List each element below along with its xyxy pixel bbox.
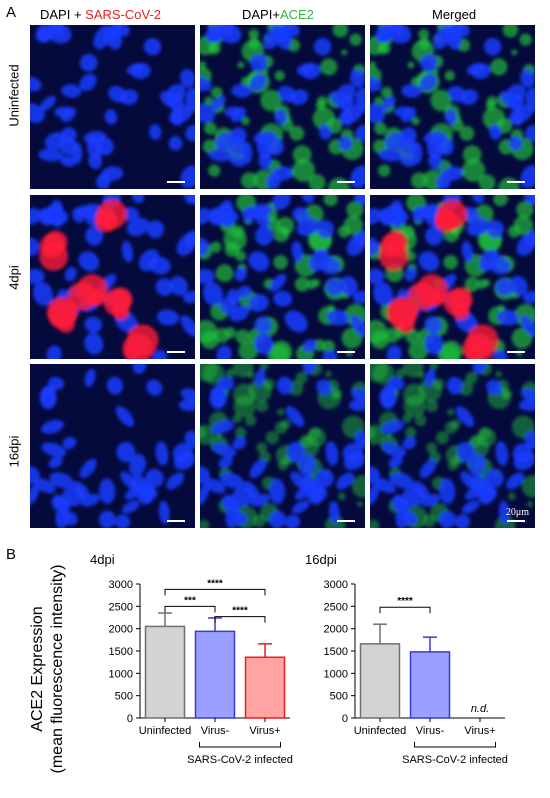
y-tick-label: 3000	[324, 579, 348, 591]
y-tick-label: 0	[342, 713, 348, 725]
y-axis-label-line1: ACE2 Expression	[29, 606, 46, 731]
y-tick-label: 0	[127, 713, 133, 725]
chart-16dpi: 16dpi 0 500 1000 1500 2000 2500 3000 Uninfected V…	[305, 552, 508, 766]
scale-bar	[337, 181, 355, 183]
panel-a-letter: A	[6, 4, 17, 21]
scale-bar	[507, 351, 525, 353]
column-header-sars-marker: SARS-CoV-2	[85, 7, 162, 22]
bar-uninfected	[359, 643, 401, 719]
chart-title: 16dpi	[305, 552, 337, 567]
micrograph-16dpi-ace2	[200, 364, 365, 528]
scale-bar	[167, 520, 185, 522]
scale-bar-label: 20μm	[505, 507, 529, 518]
x-tick-label: Virus+	[249, 725, 280, 737]
chart-title: 4dpi	[90, 552, 115, 567]
micrograph-uninfected-ace2	[200, 25, 365, 189]
y-tick-label: 2500	[109, 601, 133, 613]
scale-bar	[167, 351, 185, 353]
row-label-uninfected: Uninfected	[6, 64, 22, 127]
x-tick-label: Virus-	[416, 725, 445, 737]
column-header-ace2-marker: ACE2	[279, 7, 314, 22]
y-tick-label: 2500	[324, 601, 348, 613]
significance-label: ****	[207, 578, 223, 589]
x-tick-label: Virus+	[464, 725, 495, 737]
significance-bracket	[214, 616, 266, 623]
significance-bracket	[164, 588, 266, 596]
bar-virus-	[409, 651, 451, 719]
column-header-merged: Merged	[432, 7, 477, 22]
column-header-sars: DAPI + SARS-CoV-2	[40, 7, 161, 22]
y-tick-label: 1500	[324, 646, 348, 658]
y-tick-label: 2000	[324, 624, 348, 636]
y-tick-label: 500	[115, 691, 133, 703]
y-tick-label: 2000	[109, 624, 133, 636]
x-tick-label: Virus-	[201, 725, 230, 737]
column-header-ace2-prefix: DAPI+	[242, 7, 280, 22]
scale-bar	[337, 351, 355, 353]
bar-virus-	[194, 630, 236, 719]
x-tick-label: Uninfected	[139, 725, 192, 737]
column-header-sars-prefix: DAPI +	[40, 7, 86, 22]
y-tick-label: 1500	[109, 646, 133, 658]
significance-label: ****	[397, 596, 413, 607]
scale-bar	[507, 520, 525, 522]
micrograph-16dpi-merged: 20μm	[370, 364, 535, 528]
significance-label: ***	[184, 595, 196, 606]
group-bracket	[199, 742, 281, 748]
y-tick-label: 500	[330, 691, 348, 703]
scale-bar	[507, 181, 525, 183]
group-bracket	[414, 742, 496, 748]
significance-bracket	[164, 605, 216, 613]
chart-4dpi: 4dpi 0 500 1000 1500 2000 2500 3000 Uninfected Vi…	[90, 552, 293, 766]
y-axis-label-line2: (mean fluorescence intensity)	[49, 565, 66, 774]
y-tick-label: 1000	[109, 668, 133, 680]
micrograph-16dpi-sars	[30, 364, 195, 528]
row-label-16dpi: 16dpi	[6, 435, 22, 468]
group-label: SARS-CoV-2 infected	[402, 754, 508, 766]
micrograph-uninfected-merged	[370, 25, 535, 189]
x-tick-label: Uninfected	[354, 725, 407, 737]
micrograph-4dpi-merged	[370, 195, 535, 359]
row-label-4dpi: 4dpi	[6, 265, 22, 290]
column-header-ace2: DAPI+ACE2	[242, 7, 314, 22]
annotation-not-detected: n.d.	[471, 703, 489, 715]
scale-bar	[337, 520, 355, 522]
panel-b-letter: B	[6, 546, 17, 563]
significance-bracket	[379, 606, 431, 614]
y-tick-label: 1000	[324, 668, 348, 680]
significance-label: ****	[232, 606, 248, 617]
micrograph-4dpi-sars	[30, 195, 195, 359]
micrograph-4dpi-ace2	[200, 195, 365, 359]
micrograph-uninfected-sars	[30, 25, 195, 189]
bar-virus-	[244, 656, 286, 719]
scale-bar	[167, 181, 185, 183]
panel-b-charts: ACE2 Expression (mean fluorescence inten…	[29, 552, 508, 774]
y-tick-label: 3000	[109, 579, 133, 591]
bar-uninfected	[144, 625, 186, 719]
group-label: SARS-CoV-2 infected	[187, 754, 293, 766]
